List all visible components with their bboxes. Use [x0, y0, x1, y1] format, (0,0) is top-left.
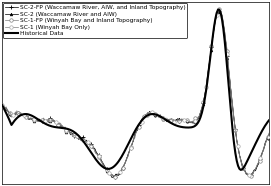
SC-2-FP (Waccamaw River, AIW, and Inland Topography) — [267, 134, 270, 136]
SC-2 (Waccamaw River and AIW) — [246, 173, 249, 175]
SC-2 (Waccamaw River and AIW) — [267, 134, 270, 136]
SC-1 (Winyah Bay Only) — [247, 174, 250, 176]
Legend: SC-2-FP (Waccamaw River, AIW, and Inland Topography), SC-2 (Waccamaw River and A: SC-2-FP (Waccamaw River, AIW, and Inland… — [3, 3, 187, 38]
SC-1 (Winyah Bay Only) — [218, 9, 221, 11]
Historical Data — [1, 104, 4, 106]
SC-1 (Winyah Bay Only) — [11, 113, 14, 116]
SC-2-FP (Waccamaw River, AIW, and Inland Topography) — [72, 134, 75, 136]
SC-2 (Waccamaw River and AIW) — [11, 114, 14, 116]
SC-2 (Waccamaw River and AIW) — [17, 111, 20, 114]
SC-2 (Waccamaw River and AIW) — [50, 121, 53, 123]
SC-2 (Waccamaw River and AIW) — [247, 175, 250, 178]
SC-1-FP (Winyah Bay and Inland Topography) — [247, 174, 250, 176]
Historical Data — [239, 169, 242, 171]
SC-1-FP (Winyah Bay and Inland Topography) — [72, 134, 75, 136]
Historical Data — [257, 137, 260, 140]
SC-1 (Winyah Bay Only) — [50, 119, 53, 121]
Historical Data — [267, 119, 270, 121]
Historical Data — [218, 8, 221, 11]
SC-2-FP (Waccamaw River, AIW, and Inland Topography) — [257, 162, 260, 164]
SC-1-FP (Winyah Bay and Inland Topography) — [267, 133, 270, 136]
SC-1-FP (Winyah Bay and Inland Topography) — [257, 162, 260, 164]
SC-1-FP (Winyah Bay and Inland Topography) — [114, 177, 118, 179]
SC-1 (Winyah Bay Only) — [1, 103, 4, 106]
SC-2-FP (Waccamaw River, AIW, and Inland Topography) — [1, 105, 4, 107]
Line: SC-1-FP (Winyah Bay and Inland Topography): SC-1-FP (Winyah Bay and Inland Topograph… — [0, 7, 271, 179]
SC-2-FP (Waccamaw River, AIW, and Inland Topography) — [17, 112, 20, 114]
SC-2 (Waccamaw River and AIW) — [72, 133, 75, 135]
Historical Data — [50, 125, 53, 127]
SC-2-FP (Waccamaw River, AIW, and Inland Topography) — [110, 177, 114, 179]
SC-1 (Winyah Bay Only) — [113, 175, 116, 177]
SC-1-FP (Winyah Bay and Inland Topography) — [50, 120, 53, 122]
SC-1 (Winyah Bay Only) — [72, 134, 75, 136]
SC-1 (Winyah Bay Only) — [257, 162, 260, 164]
Historical Data — [72, 130, 75, 132]
SC-1-FP (Winyah Bay and Inland Topography) — [17, 112, 20, 114]
SC-1 (Winyah Bay Only) — [267, 132, 270, 134]
Line: SC-2 (Waccamaw River and AIW): SC-2 (Waccamaw River and AIW) — [1, 10, 270, 178]
SC-2-FP (Waccamaw River, AIW, and Inland Topography) — [247, 174, 250, 177]
SC-1-FP (Winyah Bay and Inland Topography) — [1, 105, 4, 108]
SC-2-FP (Waccamaw River, AIW, and Inland Topography) — [11, 113, 14, 116]
SC-2 (Waccamaw River and AIW) — [218, 10, 221, 13]
SC-1-FP (Winyah Bay and Inland Topography) — [11, 114, 14, 117]
SC-2-FP (Waccamaw River, AIW, and Inland Topography) — [216, 9, 220, 11]
SC-1 (Winyah Bay Only) — [17, 112, 20, 115]
Historical Data — [247, 157, 250, 159]
Historical Data — [17, 116, 20, 118]
SC-2 (Waccamaw River and AIW) — [257, 163, 260, 166]
SC-2-FP (Waccamaw River, AIW, and Inland Topography) — [50, 118, 53, 121]
SC-1-FP (Winyah Bay and Inland Topography) — [216, 8, 220, 10]
Historical Data — [11, 122, 14, 124]
Line: SC-2-FP (Waccamaw River, AIW, and Inland Topography): SC-2-FP (Waccamaw River, AIW, and Inland… — [0, 8, 271, 179]
SC-2 (Waccamaw River and AIW) — [1, 103, 4, 105]
Line: SC-1 (Winyah Bay Only): SC-1 (Winyah Bay Only) — [0, 8, 271, 178]
Line: Historical Data: Historical Data — [2, 9, 269, 170]
